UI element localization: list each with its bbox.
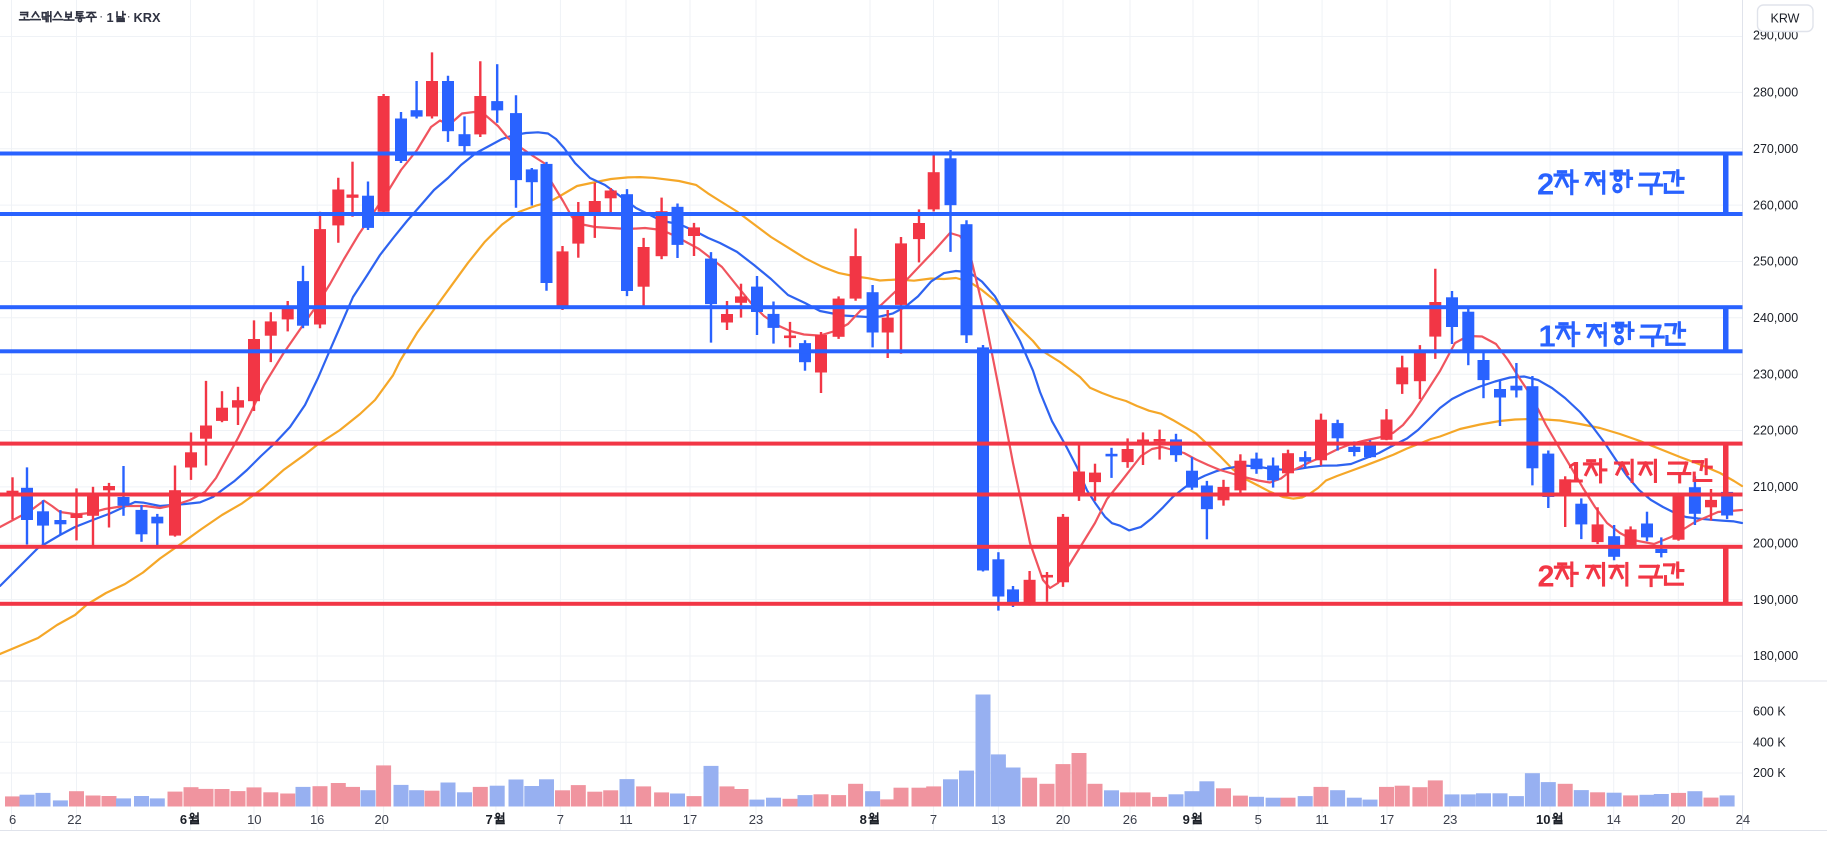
svg-text:10: 10 <box>1536 812 1550 827</box>
svg-text:7: 7 <box>557 812 564 827</box>
svg-text:1: 1 <box>1567 457 1584 490</box>
svg-text:7: 7 <box>486 812 493 827</box>
svg-text:9: 9 <box>1183 812 1190 827</box>
svg-text:22: 22 <box>67 812 81 827</box>
svg-text:26: 26 <box>1123 812 1137 827</box>
svg-text:17: 17 <box>683 812 697 827</box>
svg-text:400 K: 400 K <box>1753 735 1786 749</box>
svg-text:14: 14 <box>1606 812 1620 827</box>
svg-text:220,000: 220,000 <box>1753 424 1798 438</box>
svg-text:13: 13 <box>991 812 1005 827</box>
svg-text:250,000: 250,000 <box>1753 255 1798 269</box>
svg-text:230,000: 230,000 <box>1753 367 1798 381</box>
svg-text:7: 7 <box>930 812 937 827</box>
svg-text:600 K: 600 K <box>1753 705 1786 719</box>
svg-text:20: 20 <box>374 812 388 827</box>
svg-text:200,000: 200,000 <box>1753 536 1798 550</box>
svg-text:200 K: 200 K <box>1753 766 1786 780</box>
svg-text:190,000: 190,000 <box>1753 593 1798 607</box>
svg-text:240,000: 240,000 <box>1753 311 1798 325</box>
svg-text:17: 17 <box>1380 812 1394 827</box>
svg-text:1: 1 <box>107 10 114 25</box>
svg-text:260,000: 260,000 <box>1753 198 1798 212</box>
svg-text:2: 2 <box>1538 559 1555 593</box>
svg-text:23: 23 <box>749 812 763 827</box>
svg-text:16: 16 <box>310 812 324 827</box>
svg-text:24: 24 <box>1736 812 1750 827</box>
svg-text:2: 2 <box>1537 166 1554 201</box>
svg-text:·: · <box>127 9 131 24</box>
svg-text:180,000: 180,000 <box>1753 649 1798 663</box>
svg-text:20: 20 <box>1671 812 1685 827</box>
svg-text:23: 23 <box>1443 812 1457 827</box>
svg-text:·: · <box>99 9 103 24</box>
svg-text:270,000: 270,000 <box>1753 142 1798 156</box>
svg-text:20: 20 <box>1056 812 1070 827</box>
svg-text:KRX: KRX <box>134 10 161 25</box>
svg-text:6: 6 <box>9 812 16 827</box>
svg-text:KRW: KRW <box>1771 12 1800 26</box>
svg-text:8: 8 <box>860 812 867 827</box>
svg-text:11: 11 <box>1315 812 1329 827</box>
svg-text:6: 6 <box>180 812 187 827</box>
svg-text:280,000: 280,000 <box>1753 86 1798 100</box>
svg-text:10: 10 <box>247 812 261 827</box>
svg-text:5: 5 <box>1255 812 1262 827</box>
svg-text:1: 1 <box>1539 318 1556 353</box>
svg-text:210,000: 210,000 <box>1753 480 1798 494</box>
svg-text:11: 11 <box>619 812 633 827</box>
